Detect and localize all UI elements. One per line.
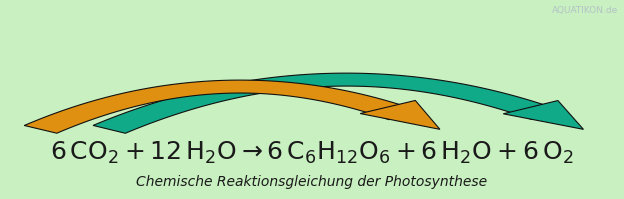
Polygon shape: [93, 73, 562, 133]
Polygon shape: [503, 100, 583, 129]
Text: AQUATIKON.de: AQUATIKON.de: [552, 6, 618, 15]
Polygon shape: [360, 100, 440, 129]
Text: Chemische Reaktionsgleichung der Photosynthese: Chemische Reaktionsgleichung der Photosy…: [137, 175, 487, 189]
Polygon shape: [24, 80, 419, 133]
Text: $6\,\mathrm{CO_2} + 12\,\mathrm{H_2O} \rightarrow 6\,\mathrm{C_6H_{12}O_6} + 6\,: $6\,\mathrm{CO_2} + 12\,\mathrm{H_2O} \r…: [51, 139, 573, 166]
